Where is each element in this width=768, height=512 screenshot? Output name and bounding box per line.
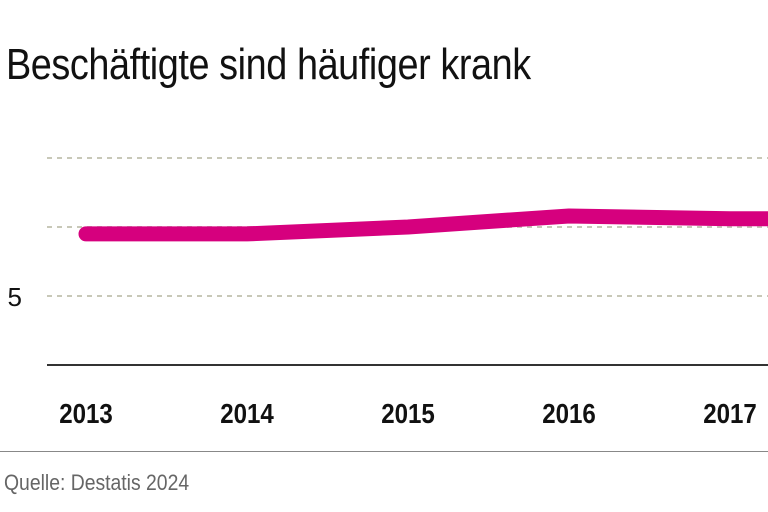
line-chart: 5 2013 2014 2015 2016 2017 — [8, 157, 768, 429]
chart-title: Beschäftigte sind häufiger krank — [6, 40, 531, 89]
x-tick-label: 2015 — [381, 397, 435, 429]
x-tick-label: 2016 — [542, 397, 596, 429]
source-note: Quelle: Destatis 2024 — [4, 470, 190, 495]
y-tick-label: 5 — [8, 282, 22, 312]
x-tick-label: 2014 — [220, 397, 274, 429]
series-line — [78, 208, 768, 242]
x-tick-label: 2013 — [59, 397, 113, 429]
x-tick-label: 2017 — [703, 397, 757, 429]
divider — [0, 451, 768, 452]
